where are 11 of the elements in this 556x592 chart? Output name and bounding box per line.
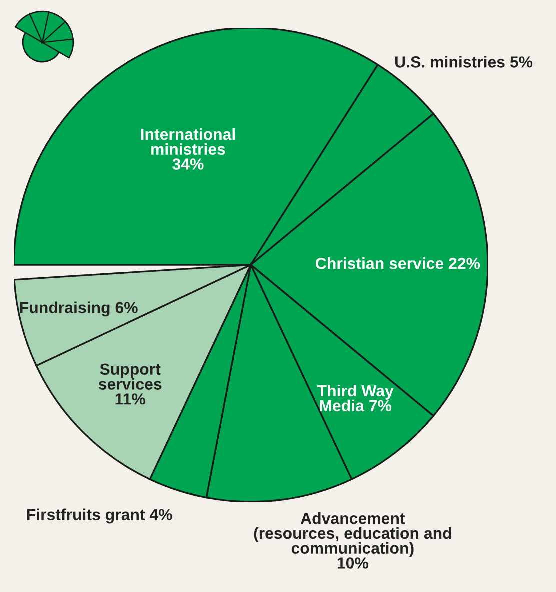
data-label: 34% <box>172 158 204 170</box>
data-label: 11% <box>116 394 146 405</box>
slice-label: Support services <box>98 364 162 390</box>
slice-label: U.S. ministries 5% <box>396 56 533 68</box>
data-label: 10% <box>338 558 368 569</box>
slice-label: Third Way Media 7% <box>317 384 394 412</box>
slice-label: Christian service 22% <box>316 258 480 270</box>
slice-label: Fundraising 6% <box>20 302 138 317</box>
slice-label: International ministries <box>141 128 235 156</box>
slice-label: Advancement (resources, education and communication) <box>254 512 452 558</box>
slice-label: Firstfruits grant 4% <box>27 508 172 524</box>
